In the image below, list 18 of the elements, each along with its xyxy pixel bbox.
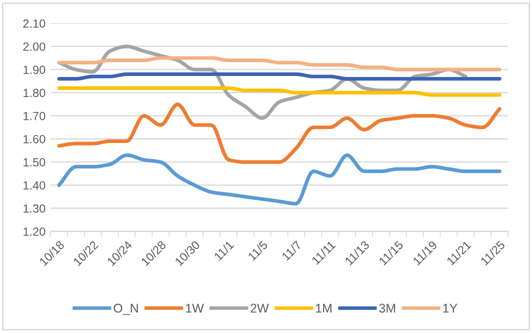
y-tick-label: 1.30 (24, 204, 46, 213)
legend-label: 3M (379, 304, 396, 313)
legend-label: 1Y (443, 304, 458, 312)
legend-label: 1M (316, 304, 332, 312)
legend-label: 2W (250, 304, 269, 312)
legend-label: O_N (114, 304, 138, 315)
y-tick-label: 1.20 (24, 227, 46, 236)
y-tick-label: 1.90 (24, 66, 46, 74)
y-tick-label: 1.60 (24, 134, 46, 144)
y-tick-label: 1.80 (24, 88, 46, 98)
y-tick-label: 1.40 (24, 181, 46, 190)
y-tick-label: 2.00 (23, 42, 46, 51)
x-tick-label: 11/5 (247, 240, 268, 261)
y-tick-label: 2.10 (23, 19, 46, 28)
y-tick-label: 1.50 (24, 158, 46, 166)
legend-label: 1W (186, 304, 204, 312)
x-tick-label: 11/1 (213, 240, 234, 261)
y-tick-label: 1.70 (24, 112, 46, 120)
